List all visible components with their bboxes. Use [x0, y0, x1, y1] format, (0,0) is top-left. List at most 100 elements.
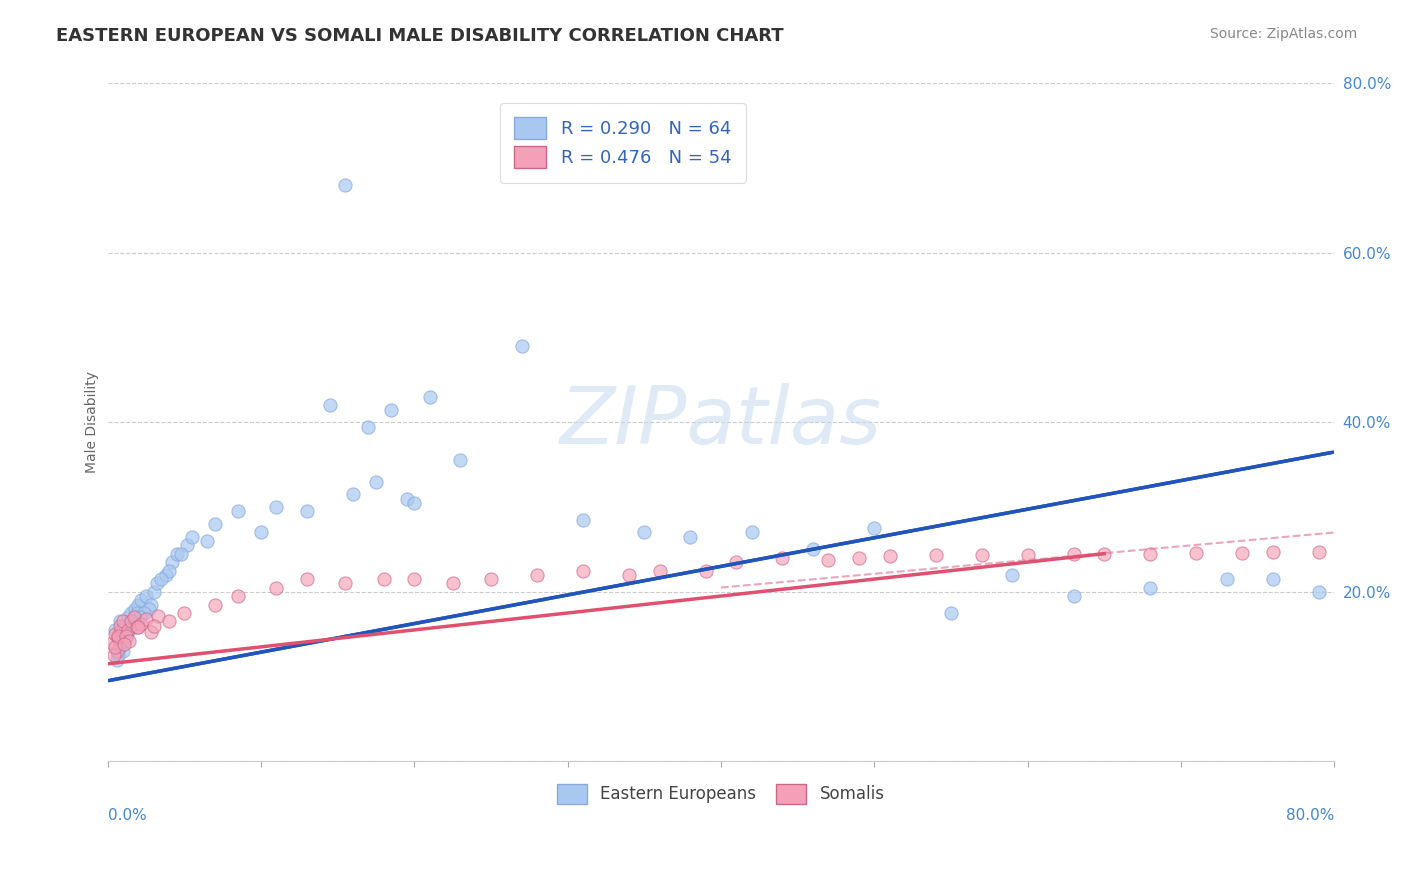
Point — [633, 525, 655, 540]
Point — [1001, 567, 1024, 582]
Point — [127, 620, 149, 634]
Point — [101, 635, 124, 649]
Point — [142, 618, 165, 632]
Point — [679, 530, 702, 544]
Point — [924, 549, 946, 563]
Point — [695, 564, 717, 578]
Point — [127, 598, 149, 612]
Point — [142, 584, 165, 599]
Point — [107, 632, 129, 646]
Point — [108, 640, 131, 654]
Point — [1261, 572, 1284, 586]
Point — [195, 533, 218, 548]
Point — [335, 178, 357, 193]
Point — [879, 549, 901, 564]
Point — [173, 606, 195, 620]
Point — [110, 635, 132, 649]
Text: EASTERN EUROPEAN VS SOMALI MALE DISABILITY CORRELATION CHART: EASTERN EUROPEAN VS SOMALI MALE DISABILI… — [56, 27, 785, 45]
Point — [108, 618, 131, 632]
Text: Source: ZipAtlas.com: Source: ZipAtlas.com — [1209, 27, 1357, 41]
Point — [107, 648, 129, 663]
Point — [266, 581, 288, 595]
Point — [105, 652, 128, 666]
Point — [404, 496, 426, 510]
Point — [817, 552, 839, 566]
Point — [128, 610, 150, 624]
Point — [155, 567, 177, 582]
Point — [121, 618, 143, 632]
Text: 80.0%: 80.0% — [1286, 808, 1334, 822]
Point — [250, 525, 273, 540]
Point — [725, 555, 748, 569]
Point — [226, 589, 249, 603]
Point — [373, 572, 395, 586]
Point — [135, 589, 157, 603]
Point — [848, 550, 870, 565]
Point — [939, 606, 962, 620]
Point — [135, 612, 157, 626]
Point — [1063, 547, 1085, 561]
Point — [295, 504, 318, 518]
Point — [364, 475, 387, 489]
Point — [131, 617, 153, 632]
Point — [145, 576, 167, 591]
Point — [103, 648, 125, 663]
Point — [134, 606, 156, 620]
Point — [157, 615, 180, 629]
Point — [131, 593, 153, 607]
Point — [226, 504, 249, 518]
Point — [970, 548, 993, 562]
Point — [770, 550, 793, 565]
Point — [419, 390, 441, 404]
Point — [572, 564, 595, 578]
Point — [118, 623, 141, 637]
Point — [449, 453, 471, 467]
Point — [110, 623, 132, 637]
Point — [104, 627, 127, 641]
Point — [125, 606, 148, 620]
Point — [1308, 584, 1330, 599]
Point — [342, 487, 364, 501]
Text: ZIPatlas: ZIPatlas — [560, 384, 882, 461]
Point — [120, 615, 142, 629]
Point — [572, 513, 595, 527]
Point — [395, 491, 418, 506]
Point — [111, 615, 134, 629]
Point — [104, 623, 127, 637]
Point — [1139, 547, 1161, 561]
Point — [148, 608, 170, 623]
Point — [139, 598, 162, 612]
Point — [357, 419, 380, 434]
Text: 0.0%: 0.0% — [108, 808, 146, 822]
Point — [1139, 581, 1161, 595]
Point — [319, 398, 342, 412]
Point — [204, 598, 226, 612]
Point — [404, 572, 426, 586]
Point — [160, 555, 183, 569]
Point — [111, 644, 134, 658]
Legend: Eastern Europeans, Somalis: Eastern Europeans, Somalis — [550, 777, 891, 811]
Point — [150, 572, 173, 586]
Point — [157, 564, 180, 578]
Point — [741, 525, 763, 540]
Point — [1185, 546, 1208, 560]
Point — [1092, 547, 1115, 561]
Point — [104, 640, 127, 654]
Point — [166, 547, 188, 561]
Point — [295, 572, 318, 586]
Point — [1216, 572, 1239, 586]
Point — [176, 538, 198, 552]
Point — [1230, 546, 1253, 560]
Point — [181, 530, 204, 544]
Point — [479, 572, 502, 586]
Point — [1063, 589, 1085, 603]
Point — [863, 521, 886, 535]
Point — [117, 623, 139, 637]
Point — [526, 567, 548, 582]
Point — [118, 634, 141, 648]
Point — [105, 644, 128, 658]
Point — [204, 516, 226, 531]
Point — [510, 339, 533, 353]
Point — [1261, 545, 1284, 559]
Point — [122, 610, 145, 624]
